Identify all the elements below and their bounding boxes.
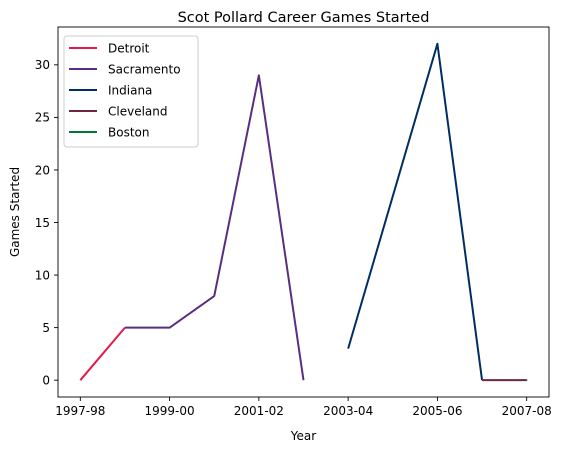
series-point-boston — [525, 379, 528, 381]
y-tick-label: 15 — [35, 216, 50, 230]
x-tick-label: 1997-98 — [55, 404, 105, 418]
legend-box — [63, 35, 199, 148]
legend-label-indiana: Indiana — [108, 83, 152, 97]
x-tick-label: 1999-00 — [145, 404, 195, 418]
y-tick-label: 10 — [35, 268, 50, 282]
y-tick-label: 5 — [42, 321, 50, 335]
legend-label-boston: Boston — [108, 125, 149, 139]
legend-label-cleveland: Cleveland — [108, 104, 168, 118]
legend: Detroit Sacramento Indiana Cleveland Boston — [63, 35, 199, 148]
y-tick-label: 20 — [35, 163, 50, 177]
y-tick-label: 0 — [42, 373, 50, 387]
x-tick-label: 2005-06 — [412, 404, 462, 418]
x-tick-label: 2003-04 — [323, 404, 373, 418]
x-tick-label: 2007-08 — [502, 404, 552, 418]
y-axis-label: Games Started — [8, 167, 22, 257]
y-tick-label: 25 — [35, 111, 50, 125]
y-tick-label: 30 — [35, 58, 50, 72]
series-line-sacramento — [124, 74, 305, 381]
axes: 1997-98 1999-00 2001-02 2003-04 2005-06 2007-… — [35, 58, 552, 418]
series-line-detroit — [79, 326, 126, 381]
x-tick-label: 2001-02 — [234, 404, 284, 418]
series-line-indiana — [347, 42, 484, 381]
series-lines — [79, 42, 528, 382]
chart-title: Scot Pollard Career Games Started — [178, 10, 430, 26]
plot-frame — [57, 26, 550, 398]
legend-label-sacramento: Sacramento — [108, 62, 181, 76]
legend-label-detroit: Detroit — [108, 41, 150, 55]
x-axis-label: Year — [290, 429, 316, 443]
